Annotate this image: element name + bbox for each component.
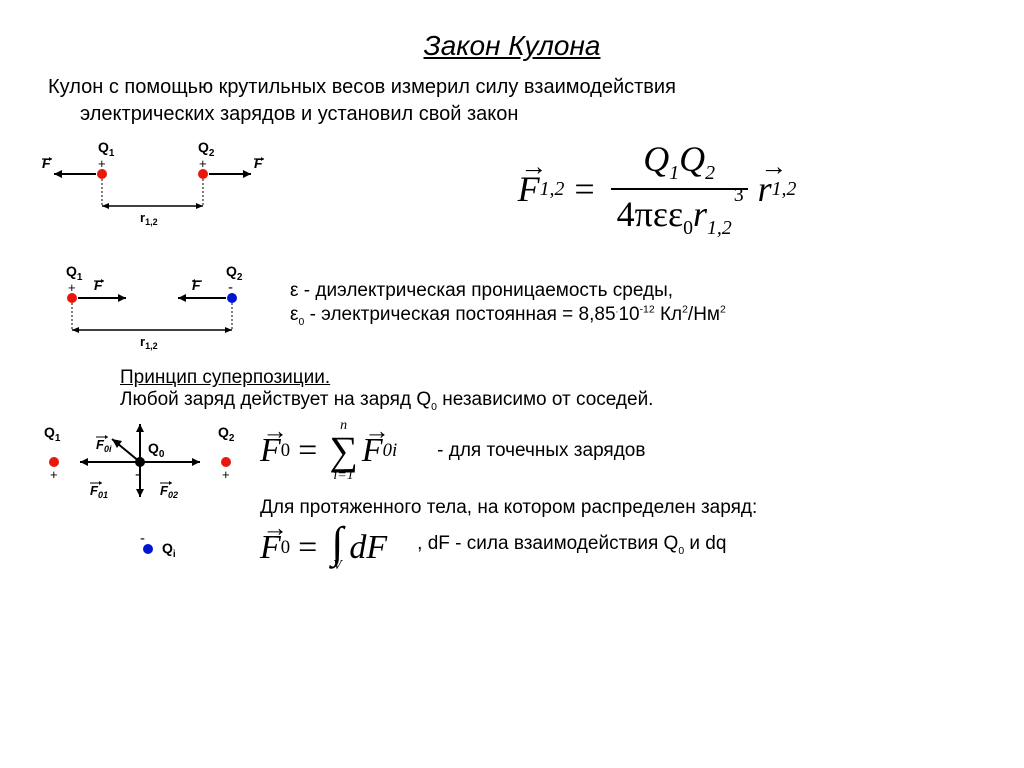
diagram-superposition: Q1 + Q2 + Q0 - F01 F02 [40, 419, 250, 594]
svg-text:+: + [222, 467, 230, 482]
svg-text:r1,2: r1,2 [140, 334, 158, 351]
intro-line2: электрических зарядов и установил свой з… [48, 101, 984, 128]
svg-text:F: F [94, 277, 103, 293]
epsilon-line2: ε0 - электрическая постоянная = 8,85.10-… [290, 304, 984, 328]
intro-text: Кулон с помощью крутильных весов измерил… [40, 74, 984, 128]
svg-text:F: F [42, 155, 51, 171]
svg-text:+: + [199, 156, 207, 171]
diagram-attraction: Q1 + F Q2 - F r1,2 [40, 262, 270, 357]
svg-text:Q1: Q1 [44, 424, 61, 444]
epsilon-line1: ε - диэлектрическая проницаемость среды, [290, 280, 984, 302]
intro-line1: Кулон с помощью крутильных весов измерил… [48, 76, 676, 98]
extended-body-text: Для протяженного тела, на котором распре… [260, 497, 984, 519]
superposition-heading: Принцип суперпозиции. [120, 367, 984, 389]
svg-text:F02: F02 [160, 483, 178, 500]
svg-text:+: + [50, 467, 58, 482]
svg-text:Qi: Qi [162, 540, 176, 560]
page-title: Закон Кулона [40, 30, 984, 62]
svg-text:F0i: F0i [96, 437, 112, 454]
superposition-text: Любой заряд действует на заряд Q0 незави… [120, 389, 984, 413]
integral-note: , dF - сила взаимодействия Q0 и dq [417, 533, 726, 557]
diagram-repulsion: Q1 + F Q2 + F r1,2 [40, 138, 270, 233]
svg-text:F: F [254, 155, 263, 171]
svg-text:Q2: Q2 [218, 424, 235, 444]
svg-text:+: + [68, 280, 76, 295]
svg-text:-: - [228, 279, 233, 296]
svg-text:Q0: Q0 [148, 440, 165, 460]
svg-text:-: - [140, 530, 145, 547]
svg-text:F01: F01 [90, 483, 108, 500]
sum-note: - для точечных зарядов [437, 440, 645, 462]
svg-text:+: + [98, 156, 106, 171]
sum-formula: F0 = n ∑ i=1 F0i [260, 419, 397, 483]
svg-text:r1,2: r1,2 [140, 210, 158, 227]
integral-formula: F0 = ∫ V dF [260, 525, 387, 571]
coulomb-formula: F1,2 = Q1Q2 4πεε0r1,23 r1,2 [330, 138, 984, 240]
svg-text:F: F [192, 277, 201, 293]
